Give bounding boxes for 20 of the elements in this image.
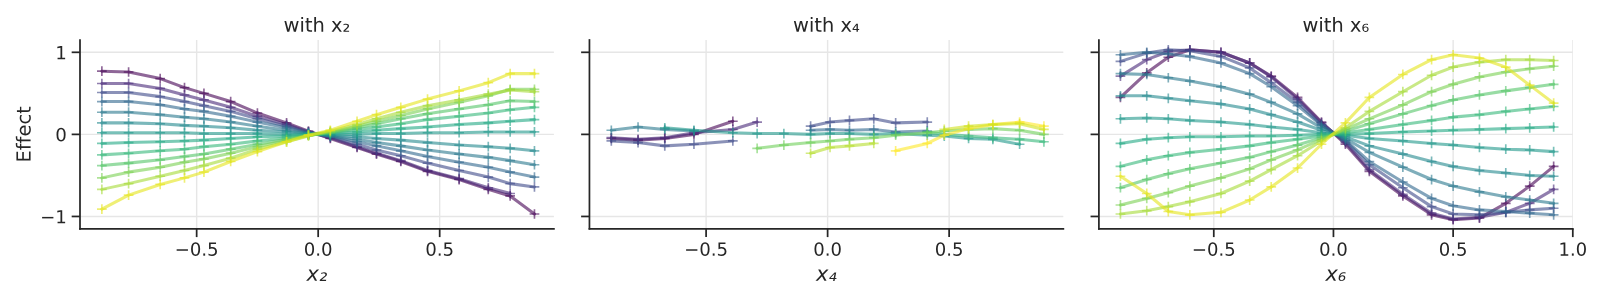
y-axis-title: Effect: [15, 106, 31, 161]
x-tick-label: −0.5: [176, 242, 217, 256]
x-tick-label: 0.5: [426, 242, 453, 256]
x-axis-title: x₄: [815, 269, 837, 281]
x-axis-title: x₆: [1324, 269, 1346, 282]
chart-title: with x₂: [284, 16, 350, 32]
x-tick-label: −0.5: [686, 242, 727, 256]
x-tick-label: 0.0: [305, 242, 332, 256]
y-tick-label: −1: [42, 210, 66, 224]
x-axis-title: x₂: [306, 269, 327, 281]
y-tick-label: 0: [56, 127, 66, 142]
y-tick-label: 1: [57, 46, 66, 60]
x-tick-label: 1.0: [1560, 242, 1586, 256]
chart-title: with x₄: [793, 16, 860, 32]
x-tick-label: 0.0: [814, 242, 841, 256]
x-tick-label: 0.5: [935, 242, 962, 256]
x-tick-label: 0.0: [1320, 242, 1347, 256]
x-tick-label: 0.5: [1439, 242, 1466, 256]
x-tick-label: −0.5: [1193, 242, 1235, 256]
chart-title: with x₆: [1303, 16, 1369, 32]
